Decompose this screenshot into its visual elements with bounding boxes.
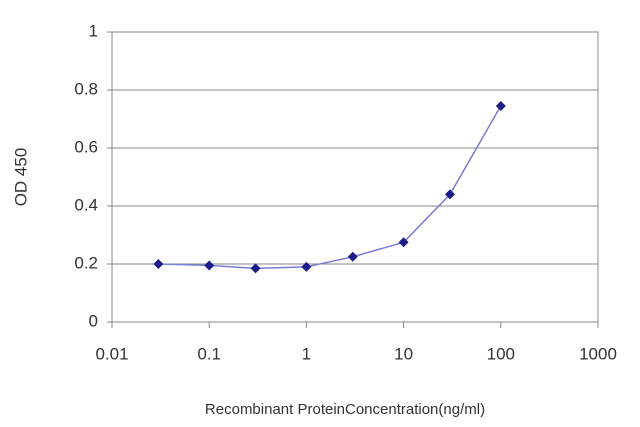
x-tick-label: 0.01 bbox=[95, 344, 128, 363]
x-tick-label: 0.1 bbox=[197, 344, 221, 363]
y-tick-label: 0.2 bbox=[74, 253, 98, 272]
data-point bbox=[301, 261, 312, 272]
data-point bbox=[444, 189, 455, 200]
y-tick-label: 0.6 bbox=[74, 137, 98, 156]
data-point bbox=[398, 237, 409, 248]
y-tick-label: 0.8 bbox=[74, 79, 98, 98]
y-tick-label: 0 bbox=[89, 311, 98, 330]
x-tick-label: 10 bbox=[394, 344, 413, 363]
data-point bbox=[204, 260, 215, 271]
data-line bbox=[158, 105, 502, 270]
x-tick-label: 1000 bbox=[579, 344, 617, 363]
data-point bbox=[495, 100, 506, 111]
x-tick-label: 1 bbox=[302, 344, 311, 363]
x-tick-label: 100 bbox=[487, 344, 515, 363]
plot-frame bbox=[111, 31, 599, 323]
y-tick-label: 1 bbox=[89, 21, 98, 40]
data-point bbox=[347, 251, 358, 262]
x-axis-label: Recombinant ProteinConcentration(ng/ml) bbox=[205, 401, 485, 418]
y-axis-label: OD 450 bbox=[11, 148, 30, 207]
data-point bbox=[153, 259, 164, 269]
data-point bbox=[250, 263, 261, 274]
y-tick-label: 0.4 bbox=[74, 195, 98, 214]
